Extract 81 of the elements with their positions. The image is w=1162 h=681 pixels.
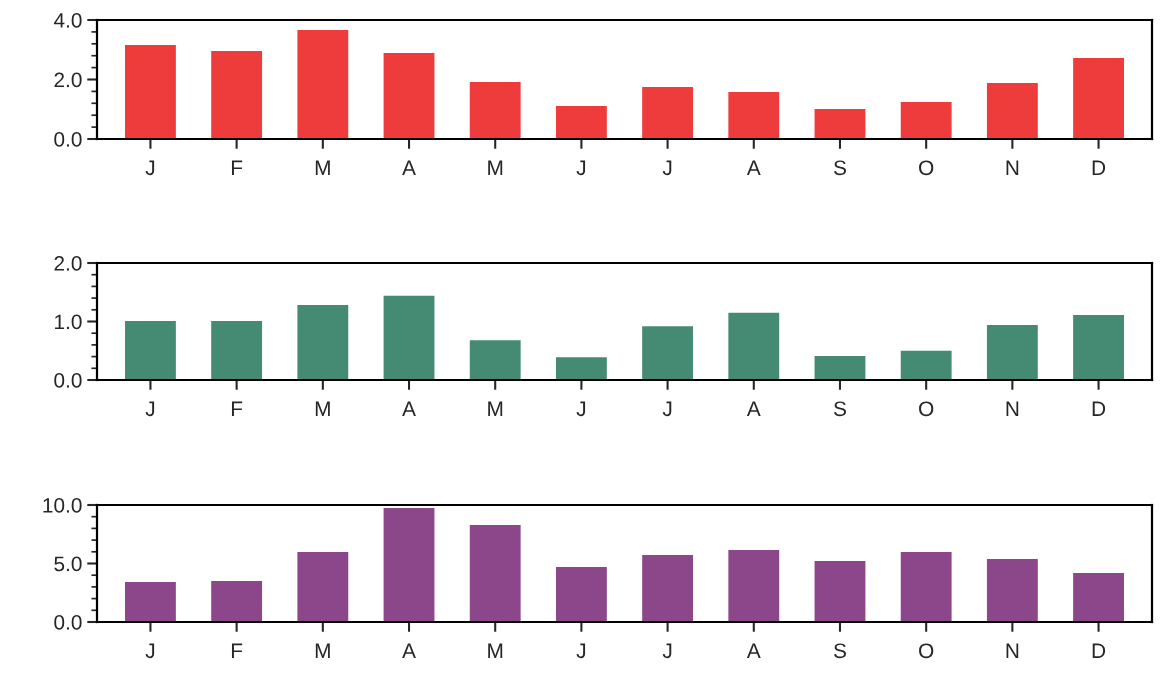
x-tick-label: M xyxy=(315,160,330,175)
x-tick-label: J xyxy=(576,160,586,176)
bar xyxy=(814,108,866,139)
bar xyxy=(642,326,694,380)
y-tick-label: 2.0 xyxy=(54,256,82,271)
x-tick-label: J xyxy=(145,401,155,417)
bar xyxy=(986,83,1038,139)
bar xyxy=(1073,58,1124,139)
bar xyxy=(383,508,435,622)
bar xyxy=(297,552,349,622)
bar xyxy=(383,295,435,380)
x-tick-label: S xyxy=(833,160,846,176)
x-tick-label: F xyxy=(231,401,243,416)
y-tick-label: 0.0 xyxy=(54,132,82,147)
bar xyxy=(125,581,176,622)
x-tick-label: A xyxy=(402,643,416,658)
y-tick-label: 0.0 xyxy=(54,373,82,388)
x-tick-label: N xyxy=(1006,643,1019,658)
y-tick-label: 0.0 xyxy=(54,615,82,630)
x-tick-label: M xyxy=(488,643,503,658)
bar xyxy=(1073,572,1124,622)
bar xyxy=(728,91,780,139)
x-tick-label: J xyxy=(576,401,586,417)
x-tick-label: D xyxy=(1092,160,1106,175)
bar xyxy=(211,581,263,622)
y-tick-label: 4.0 xyxy=(53,13,82,28)
bar xyxy=(555,567,607,622)
x-tick-label: J xyxy=(145,160,155,176)
x-tick-label: S xyxy=(833,401,846,417)
bar xyxy=(900,102,952,139)
x-tick-label: N xyxy=(1006,160,1019,175)
x-tick-label: J xyxy=(662,401,672,417)
x-tick-label: D xyxy=(1092,401,1106,416)
x-tick-label: O xyxy=(919,401,934,417)
x-tick-label: J xyxy=(145,643,155,659)
bar xyxy=(728,312,780,380)
bar xyxy=(814,561,866,622)
y-tick-label: 1.0 xyxy=(55,314,82,330)
x-tick-label: O xyxy=(919,643,934,659)
bar xyxy=(469,525,521,622)
bar xyxy=(814,356,866,380)
bar xyxy=(900,350,952,380)
x-tick-label: N xyxy=(1006,401,1019,416)
bar xyxy=(555,357,607,380)
bar xyxy=(555,105,607,139)
x-tick-label: A xyxy=(746,160,761,175)
x-tick-label: S xyxy=(833,643,846,659)
bar xyxy=(900,552,952,622)
y-tick-label: 2.0 xyxy=(54,72,82,88)
x-tick-label: M xyxy=(488,401,503,416)
y-tick-label: 5.0 xyxy=(54,556,82,572)
bar xyxy=(211,50,263,139)
x-tick-label: J xyxy=(662,160,672,176)
x-tick-label: J xyxy=(576,643,586,659)
x-tick-label: M xyxy=(315,643,330,658)
x-tick-label: A xyxy=(746,643,761,658)
bar xyxy=(383,53,435,139)
x-tick-label: A xyxy=(402,160,416,175)
bar xyxy=(297,305,349,380)
bar xyxy=(986,559,1038,622)
bar xyxy=(986,325,1038,380)
bar xyxy=(125,44,176,139)
bar xyxy=(211,320,263,380)
bar xyxy=(469,81,521,139)
bar xyxy=(297,30,349,139)
bar xyxy=(728,550,780,622)
bar xyxy=(642,86,694,139)
bar xyxy=(125,320,176,380)
x-tick-label: F xyxy=(231,160,243,175)
x-tick-label: D xyxy=(1092,643,1106,658)
x-tick-label: M xyxy=(488,160,503,175)
x-tick-label: A xyxy=(746,401,761,416)
bar xyxy=(469,340,521,380)
x-tick-label: F xyxy=(231,643,243,658)
bar xyxy=(1073,315,1124,380)
x-tick-label: A xyxy=(402,401,416,416)
x-tick-label: O xyxy=(919,160,934,176)
y-tick-label: 10.0 xyxy=(43,498,82,513)
x-tick-label: M xyxy=(315,401,330,416)
x-tick-label: J xyxy=(662,643,672,659)
bar xyxy=(642,554,694,622)
